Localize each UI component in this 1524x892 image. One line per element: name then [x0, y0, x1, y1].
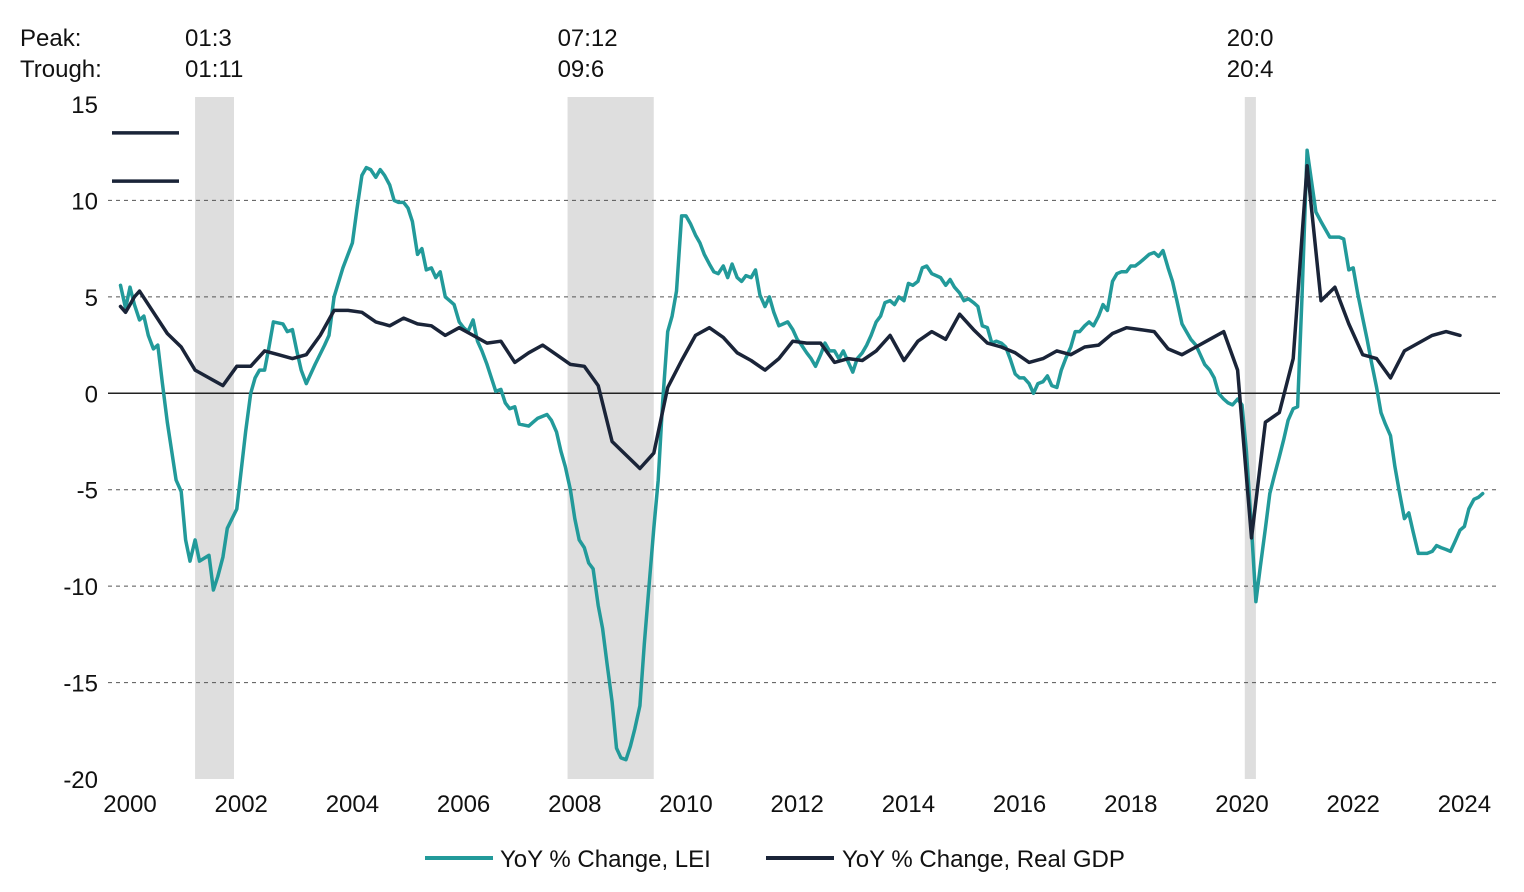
x-tick-label-1: 2002 — [215, 791, 268, 818]
recession-peak-0: 01:3 — [185, 25, 232, 52]
x-tick-label-2: 2004 — [326, 791, 379, 818]
recession-trough-2: 20:4 — [1227, 56, 1274, 83]
x-tick-label-8: 2016 — [993, 791, 1046, 818]
x-tick-label-7: 2014 — [882, 791, 935, 818]
y-tick-label-3: 0 — [85, 381, 98, 408]
y-tick-label-2: 5 — [85, 285, 98, 312]
series-lines — [118, 148, 1485, 762]
legend-label-gdp: YoY % Change, Real GDP — [842, 846, 1125, 873]
y-tick-label-7: -20 — [63, 767, 98, 794]
x-tick-label-11: 2022 — [1327, 791, 1380, 818]
x-tick-label-0: 2000 — [103, 791, 156, 818]
y-tick-label-5: -10 — [63, 574, 98, 601]
gridlines — [108, 199, 1500, 684]
x-tick-label-4: 2008 — [548, 791, 601, 818]
recession-peak-1: 07:12 — [558, 25, 618, 52]
legend-markers — [112, 131, 179, 183]
x-tick-label-9: 2018 — [1104, 791, 1157, 818]
recession-shading — [195, 97, 1256, 779]
x-tick-label-10: 2020 — [1215, 791, 1268, 818]
recession-trough-0: 01:11 — [185, 56, 243, 83]
recession-trough-1: 09:6 — [558, 56, 605, 83]
recession-band-2 — [1244, 97, 1256, 779]
x-tick-label-5: 2010 — [659, 791, 712, 818]
x-tick-label-12: 2024 — [1438, 791, 1491, 818]
legend: YoY % Change, LEI YoY % Change, Real GDP — [425, 846, 1125, 873]
trough-label: Trough: — [20, 56, 102, 83]
y-tick-label-0: 15 — [71, 92, 98, 119]
y-axis: 15 10 5 0 -5 -10 -15 -20 — [63, 92, 98, 794]
recession-labels: Peak: Trough: 01:3 01:11 07:12 09:6 20:0 20:4 — [20, 25, 1273, 83]
series-line-gdp — [118, 163, 1462, 540]
peak-label: Peak: — [20, 25, 81, 52]
y-tick-label-4: -5 — [77, 478, 98, 505]
series-line-lei — [118, 148, 1485, 762]
y-tick-label-6: -15 — [63, 671, 98, 698]
recession-peak-2: 20:0 — [1227, 25, 1274, 52]
x-axis: 2000 2002 2004 2006 2008 2010 2012 2014 2016 2018… — [103, 791, 1491, 818]
x-tick-label-3: 2006 — [437, 791, 490, 818]
legend-label-lei: YoY % Change, LEI — [500, 846, 711, 873]
y-tick-label-1: 10 — [71, 188, 98, 215]
recession-band-0 — [195, 97, 234, 779]
x-tick-label-6: 2012 — [771, 791, 824, 818]
